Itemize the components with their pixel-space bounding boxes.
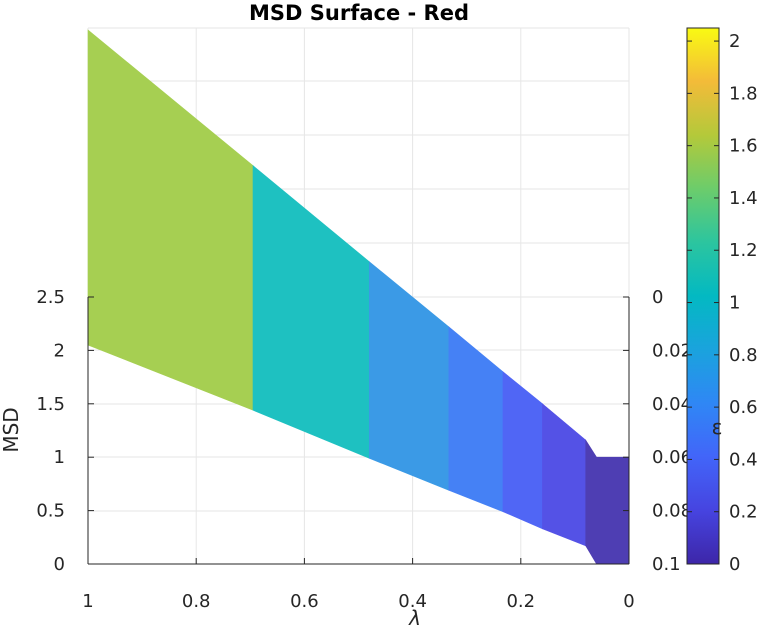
colorbar-tick-label: 2 [729, 31, 740, 52]
surface-band-6 [542, 403, 587, 547]
colorbar-tick-label: 1.2 [729, 240, 758, 261]
colorbar-tick-label: 1.8 [729, 83, 758, 104]
y-right-tick-label: 0.02 [652, 340, 692, 361]
colorbar-tick-label: 0.6 [729, 397, 758, 418]
y-right-tick-label: 0.08 [652, 501, 692, 522]
y-tick-label: 1 [54, 447, 65, 468]
surface-band-7 [585, 439, 630, 565]
colorbar-rect [686, 27, 720, 565]
surface-band-4 [448, 326, 504, 513]
text-labels: MSD Surface - Red λ MSD ε [0, 1, 722, 628]
y-tick-label: 0.5 [36, 501, 65, 522]
colorbar-tick-label: 1 [729, 293, 740, 314]
y-right-tick-label: 0.1 [652, 554, 681, 575]
colorbar: 0 0.2 0.4 0.6 0.8 1 1.2 1.4 1.6 1.8 2 [686, 27, 758, 575]
colorbar-tick-label: 0 [729, 554, 740, 575]
surface-band-1 [87, 29, 254, 411]
x-tick-label: 0.8 [182, 591, 211, 612]
colorbar-tick-label: 0.8 [729, 345, 758, 366]
y-axis-label: MSD [0, 407, 23, 452]
x-tick-label: 0.2 [506, 591, 535, 612]
colorbar-tick-label: 1.6 [729, 136, 758, 157]
y-right-tick-label: 0.04 [652, 394, 692, 415]
y-tick-label: 2.5 [36, 287, 65, 308]
y-tick-label: 0 [54, 554, 65, 575]
surface-bands [87, 29, 630, 565]
x-tick-label: 0.4 [398, 591, 427, 612]
x-tick-label: 1 [82, 591, 93, 612]
y-right-tick-label: 0 [652, 287, 663, 308]
colorbar-tick-label: 1.4 [729, 188, 758, 209]
chart-title: MSD Surface - Red [249, 1, 469, 25]
surface-band-5 [502, 371, 543, 530]
y-right-tick-label: 0.06 [652, 447, 692, 468]
x-tick-label: 0 [623, 591, 634, 612]
surface-band-2 [252, 164, 370, 459]
y-tick-label: 1.5 [36, 394, 65, 415]
axes: 1 0.8 0.6 0.4 0.2 0 0 0.5 1 1.5 2 2.5 0 0.02 0.04 0.06 0… [36, 287, 692, 612]
colorbar-tick-label: 0.4 [729, 449, 758, 470]
colorbar-label: ε [712, 415, 723, 439]
x-axis-label: λ [408, 606, 421, 628]
colorbar-tick-label: 0.2 [729, 502, 758, 523]
y-tick-label: 2 [54, 340, 65, 361]
x-tick-label: 0.6 [290, 591, 319, 612]
surface-band-3 [369, 261, 450, 491]
